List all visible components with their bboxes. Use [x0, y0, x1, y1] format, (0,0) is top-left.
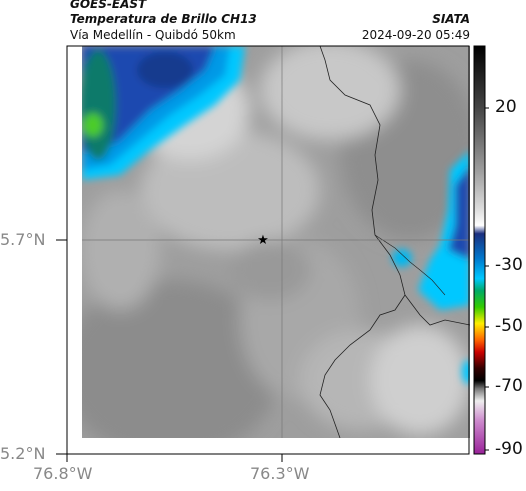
map-subtitle: Vía Medellín - Quibdó 50km: [70, 28, 236, 42]
lon-label-left: 76.8°W: [33, 464, 93, 483]
lon-label-center: 76.3°W: [250, 464, 310, 483]
lat-label-top: 5.7°N: [0, 230, 46, 249]
title-line-2: Temperatura de Brillo CH13: [70, 12, 257, 26]
lat-label-bottom: 5.2°N: [0, 444, 46, 463]
colorbar-tick-label: -90: [495, 439, 523, 459]
timestamp-label: 2024-09-20 05:49: [361, 28, 470, 42]
colorbar: [473, 45, 486, 455]
organization-label: SIATA: [432, 12, 470, 26]
colorbar-tick-label: -30: [495, 255, 523, 275]
border-line-east: [404, 294, 470, 326]
colorbar-tick-label: -50: [495, 316, 523, 336]
title-line-1: GOES-EAST: [70, 0, 147, 11]
map-frame: [66, 45, 470, 455]
colorbar-tick-label: -70: [495, 376, 523, 396]
satellite-imagery: [82, 46, 470, 438]
border-line: [319, 46, 406, 438]
colorbar-tick-label: 20: [495, 97, 517, 117]
star-icon: ★: [257, 233, 269, 248]
river-line: [374, 234, 446, 296]
